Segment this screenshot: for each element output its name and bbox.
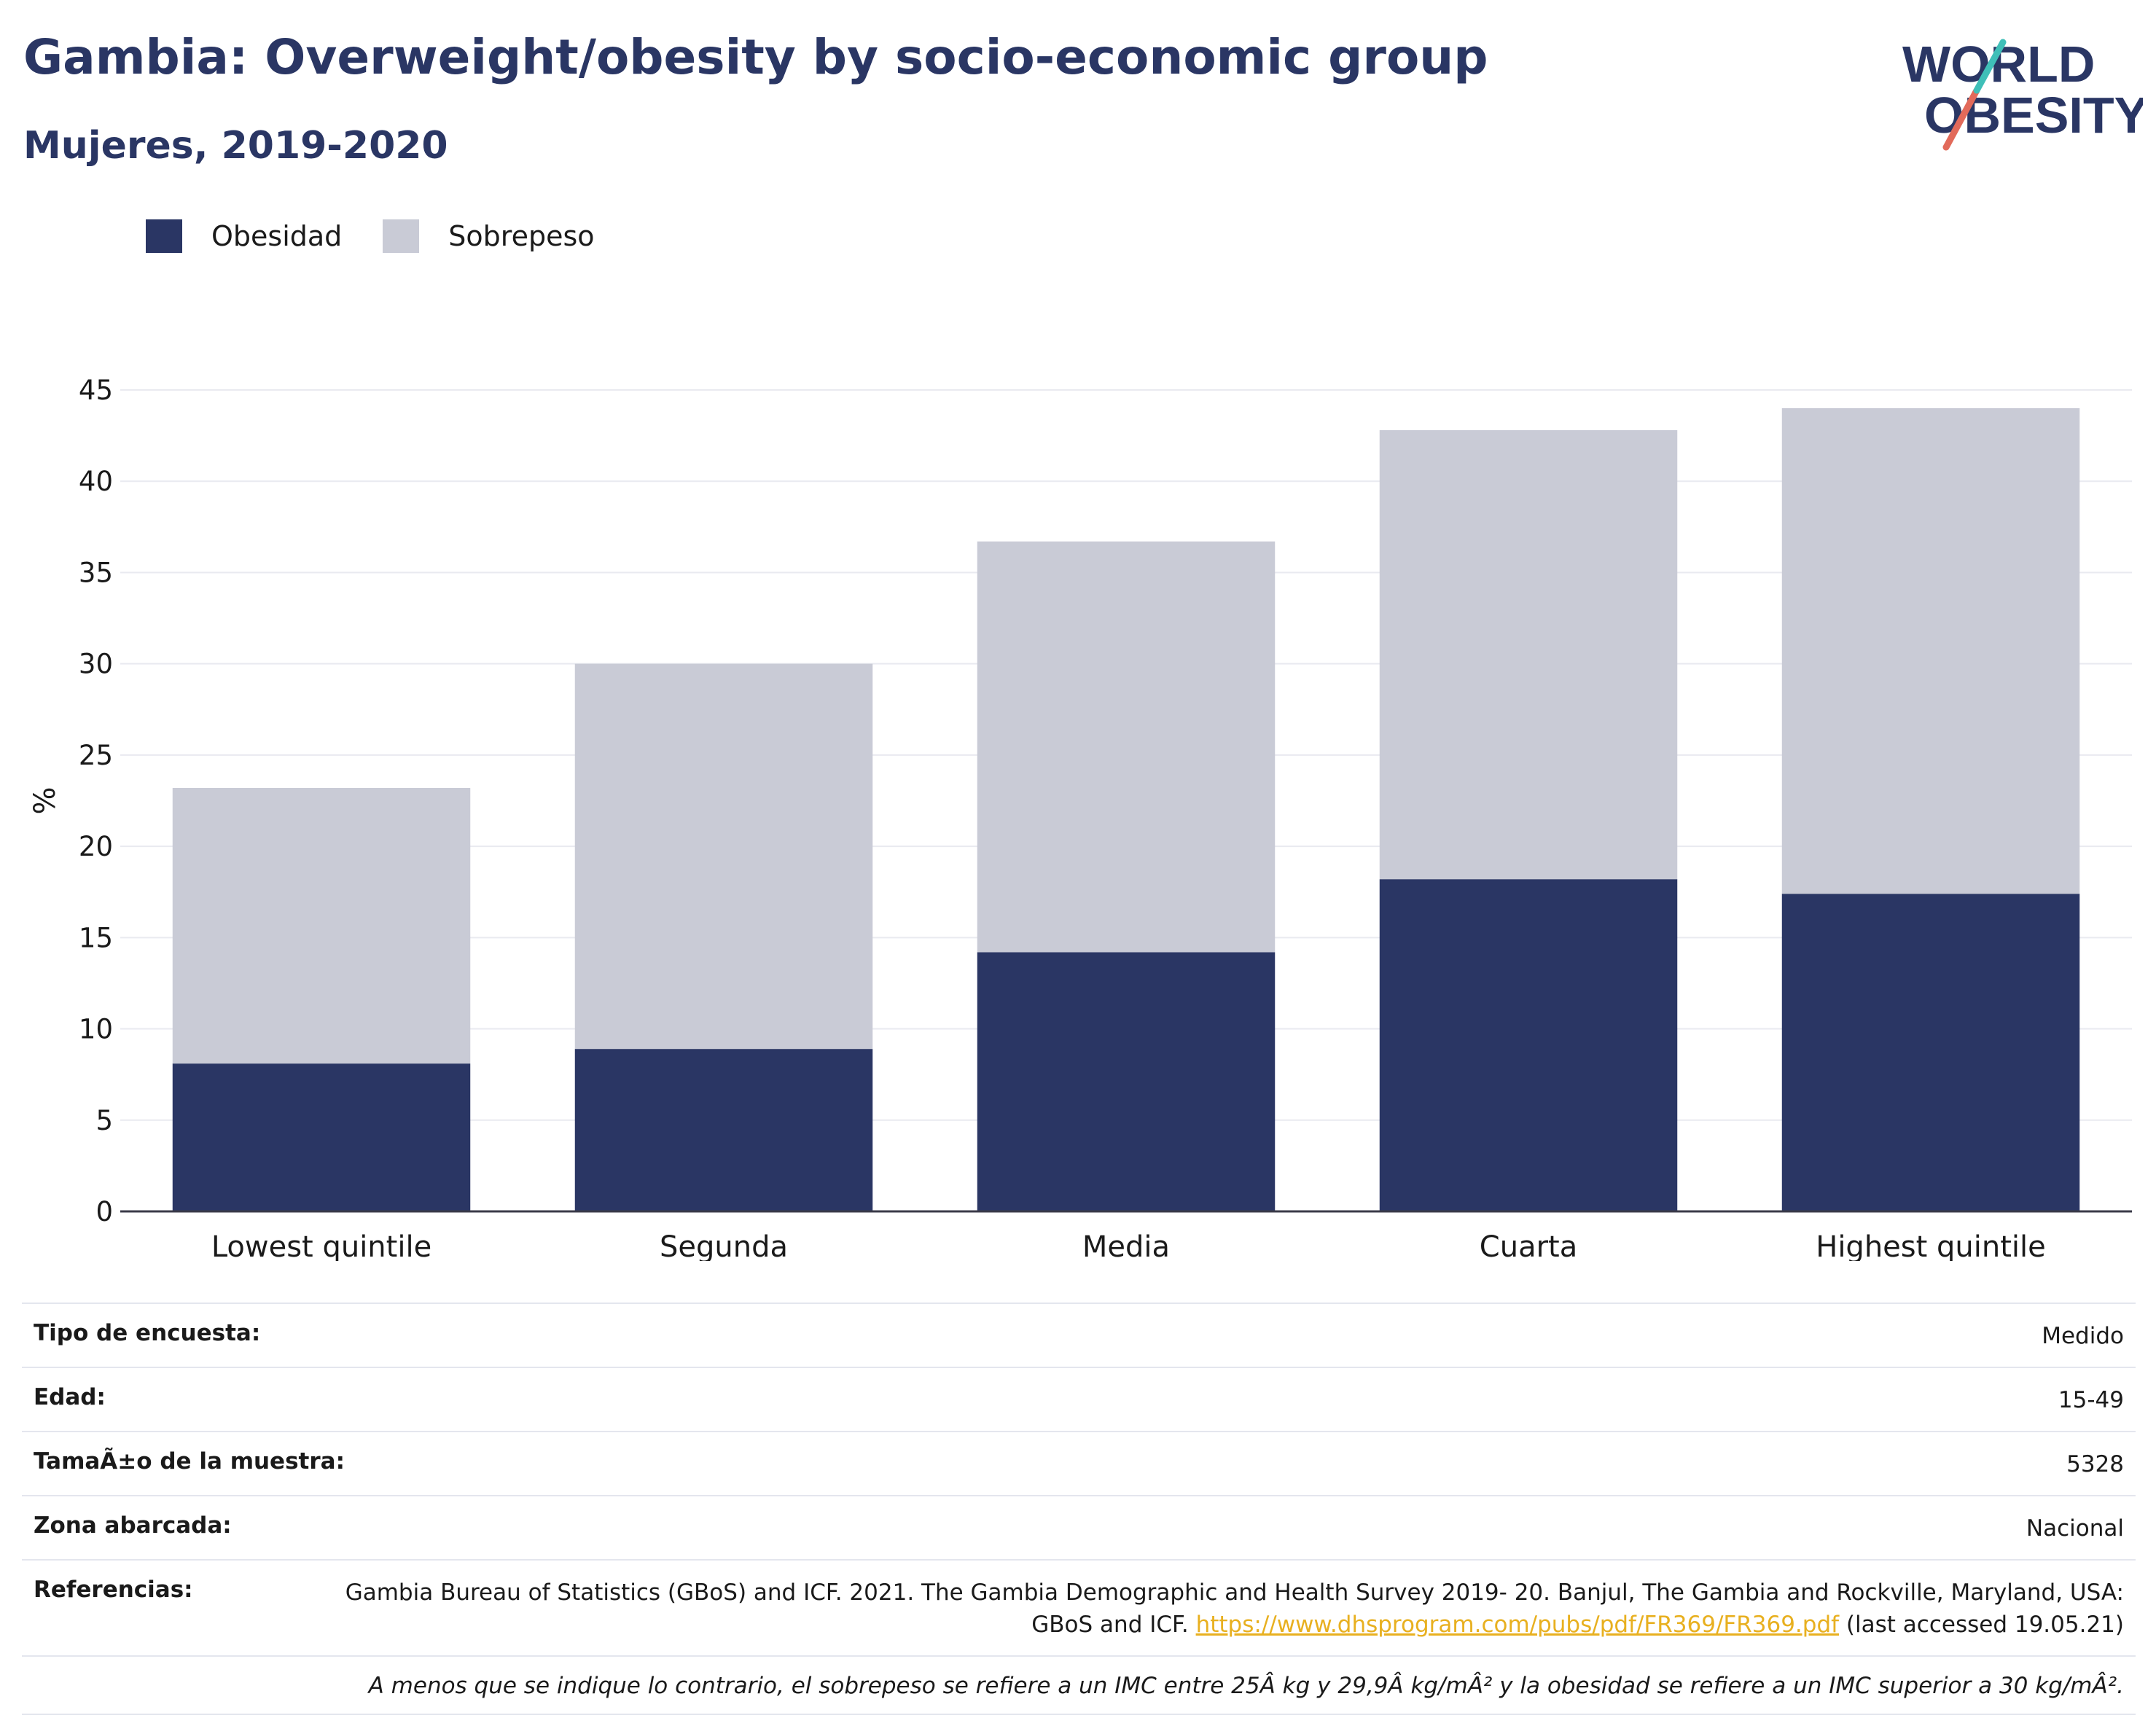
y-tick-label: 30 (79, 649, 113, 680)
legend-label-overweight: Sobrepeso (448, 220, 595, 252)
y-axis-label: % (28, 786, 62, 814)
survey-type-label: Tipo de encuesta: (34, 1320, 261, 1346)
bar-overweight (1781, 408, 2080, 894)
references-suffix: (last accessed 19.05.21) (1846, 1612, 2124, 1638)
bar-overweight (1379, 430, 1678, 880)
y-tick-label: 5 (95, 1105, 113, 1136)
legend-item-overweight[interactable]: Sobrepeso (383, 219, 595, 253)
chart-legend: Obesidad Sobrepeso (146, 217, 636, 255)
chart-subtitle: Mujeres, 2019-2020 (23, 124, 448, 168)
bar-obesity (1781, 894, 2080, 1211)
y-tick-label: 45 (79, 375, 113, 406)
world-obesity-logo: WORLD OBESITY (1902, 36, 2143, 151)
x-tick-label: Highest quintile (1816, 1230, 2046, 1261)
bar-overweight (172, 787, 471, 1064)
bar-overweight (977, 541, 1276, 953)
y-tick-label: 15 (79, 922, 113, 953)
info-row-age: Edad: 15-49 (22, 1367, 2136, 1431)
y-tick-label: 35 (79, 557, 113, 588)
survey-info-table: Tipo de encuesta: Medido Edad: 15-49 Tam… (22, 1303, 2136, 1715)
age-value: 15-49 (2058, 1387, 2124, 1413)
sample-size-value: 5328 (2066, 1451, 2124, 1477)
legend-swatch-overweight (383, 219, 420, 253)
bar-obesity (1379, 879, 1678, 1211)
y-tick-label: 40 (79, 466, 113, 497)
area-label: Zona abarcada: (34, 1512, 232, 1539)
legend-item-obesity[interactable]: Obesidad (146, 219, 342, 253)
bar-obesity (172, 1063, 471, 1211)
legend-swatch-obesity (146, 219, 182, 253)
references-value: Gambia Bureau of Statistics (GBoS) and I… (316, 1577, 2124, 1641)
x-tick-label: Cuarta (1480, 1230, 1577, 1261)
y-tick-label: 20 (79, 831, 113, 862)
chart-title: Gambia: Overweight/obesity by socio-econ… (23, 29, 1488, 85)
age-label: Edad: (34, 1384, 106, 1410)
bar-chart: 0 5 10 15 20 25 30 35 40 45% Lowest quintile Segund… (28, 375, 2132, 1261)
y-tick-label: 25 (79, 740, 113, 771)
info-row-survey-type: Tipo de encuesta: Medido (22, 1303, 2136, 1367)
x-tick-label: Lowest quintile (211, 1230, 431, 1261)
y-tick-label: 10 (79, 1014, 113, 1045)
x-tick-label: Segunda (660, 1230, 788, 1261)
bar-overweight (574, 663, 873, 1050)
x-tick-label: Media (1082, 1230, 1170, 1261)
survey-type-value: Medido (2042, 1323, 2124, 1349)
references-text: Gambia Bureau of Statistics (GBoS) and I… (345, 1579, 2124, 1638)
bmi-definition-note: A menos que se indique lo contrario, el … (368, 1673, 2124, 1699)
area-value: Nacional (2026, 1515, 2124, 1542)
references-link[interactable]: https://www.dhsprogram.com/pubs/pdf/FR36… (1195, 1612, 1840, 1638)
y-tick-label: 0 (95, 1196, 113, 1227)
logo-word-obesity: OBESITY (1924, 87, 2143, 144)
bar-obesity (977, 952, 1276, 1211)
info-row-references: Referencias: Gambia Bureau of Statistics… (22, 1559, 2136, 1655)
legend-label-obesity: Obesidad (211, 220, 343, 252)
sample-size-label: TamaÃ±o de la muestra: (34, 1448, 345, 1475)
bar-obesity (574, 1049, 873, 1211)
info-row-area: Zona abarcada: Nacional (22, 1495, 2136, 1559)
info-row-note: A menos que se indique lo contrario, el … (22, 1655, 2136, 1715)
references-label: Referencias: (34, 1577, 193, 1603)
info-row-sample-size: TamaÃ±o de la muestra: 5328 (22, 1431, 2136, 1495)
